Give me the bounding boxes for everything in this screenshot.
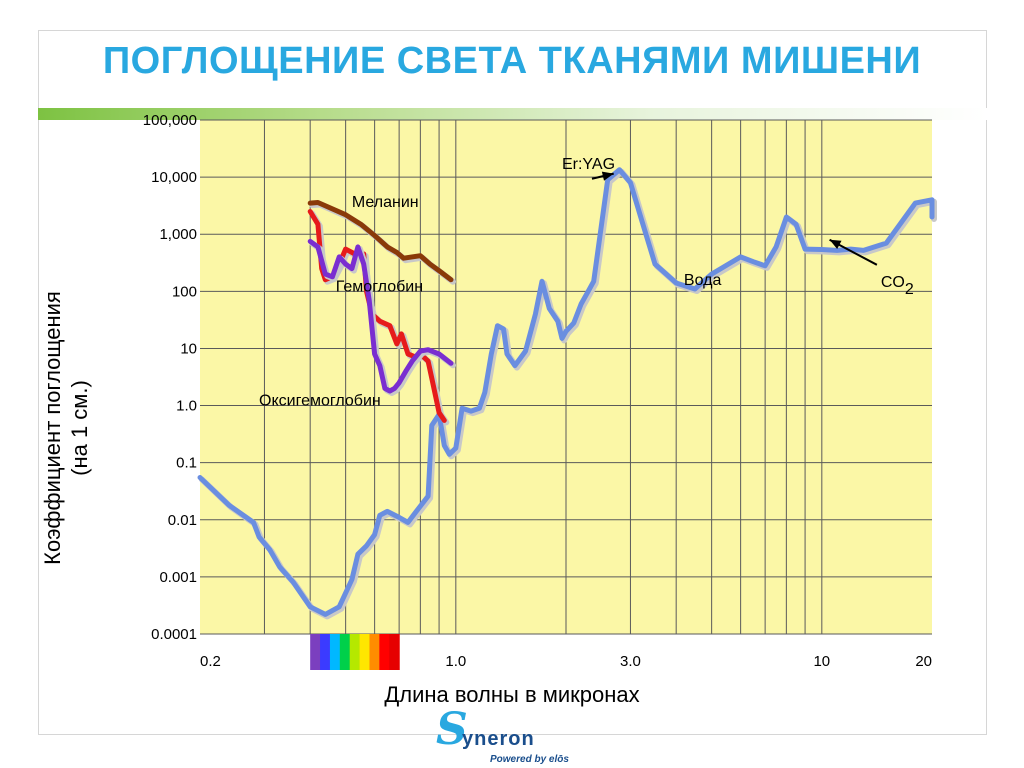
annotation-label: Гемоглобин (336, 278, 423, 295)
y-tick-label: 0.1 (176, 455, 197, 472)
y-tick-label: 0.01 (168, 512, 197, 529)
y-tick-label: 100 (172, 283, 197, 300)
syneron-logo-s-mark: S (436, 704, 468, 755)
syneron-logo-tagline: Powered by elōs (490, 754, 569, 765)
x-tick-labels: 0.2 1.0 3.0 10 20 (200, 653, 932, 670)
spectrum-band (389, 634, 400, 670)
annotation-subscript: 2 (905, 281, 914, 298)
y-tick-label: 10 (180, 340, 197, 357)
y-axis-label-line-2: (на 1 см.) (67, 380, 92, 476)
data-series (197, 167, 937, 620)
y-axis-label: Коэффициент поглощения (на 1 см.) (39, 291, 93, 565)
y-tick-label: 100,000 (143, 112, 197, 129)
syneron-logo-wordmark: yneron (462, 728, 535, 750)
annotation-arrowhead (601, 171, 614, 181)
x-tick-label: 3.0 (620, 653, 641, 670)
x-tick-label: 0.2 (200, 653, 221, 670)
visible-spectrum-strip (310, 634, 400, 670)
annotation-label: Er:YAG (562, 156, 615, 173)
x-axis-label: Длина волны в микронах (384, 682, 640, 707)
annotation-label: Оксигемоглобин (259, 393, 381, 410)
annotation-label: Вода (684, 272, 722, 289)
x-tick-label: 1.0 (445, 653, 466, 670)
series-annotations: Меланин Гемоглобин Оксигемоглобин Вода Er:YA… (259, 156, 914, 410)
y-tick-label: 0.0001 (151, 626, 197, 643)
series-shadow (199, 168, 937, 620)
spectrum-band (310, 634, 321, 670)
y-tick-label: 0.001 (159, 569, 197, 586)
y-tick-label: 1.0 (176, 398, 197, 415)
y-axis-label-line-1: Коэффициент поглощения (40, 291, 65, 565)
spectrum-band (329, 634, 341, 670)
series-line-оксигемоглобин (307, 238, 454, 394)
y-tick-label: 10,000 (151, 169, 197, 186)
series-line-меланин (307, 200, 454, 283)
slide-frame (38, 30, 987, 735)
spectrum-band (349, 634, 361, 670)
spectrum-band (369, 634, 380, 670)
spectrum-band (359, 634, 371, 670)
y-tick-label: 1,000 (159, 226, 197, 243)
annotation-arrowhead (829, 239, 842, 250)
spectrum-band (320, 634, 331, 670)
y-tick-labels: 0.0001 0.001 0.01 0.1 1.0 10 100 1,000 10,000 100… (143, 112, 197, 643)
annotation-label: Меланин (352, 194, 419, 211)
spectrum-band (379, 634, 390, 670)
page-title: ПОГЛОЩЕНИЕ СВЕТА ТКАНЯМИ МИШЕНИ (102, 40, 922, 82)
spectrum-band (339, 634, 351, 670)
series-line-вода (197, 167, 935, 617)
grid-lines (200, 119, 932, 635)
x-tick-label: 20 (915, 653, 932, 670)
title-underline-bar (38, 108, 987, 120)
x-tick-label: 10 (813, 653, 830, 670)
